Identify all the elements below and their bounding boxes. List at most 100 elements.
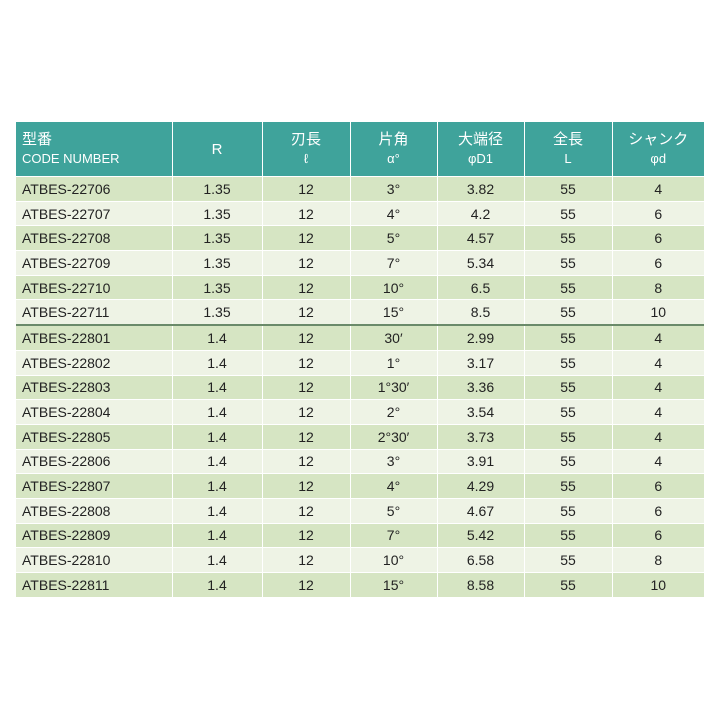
table-row: ATBES-22803 1.4 12 1°30′ 3.36 55 4 <box>16 374 704 400</box>
header-label: 片角 <box>378 131 409 148</box>
value-cell: 8 <box>611 274 704 300</box>
table-row: ATBES-22711 1.35 12 15° 8.5 55 10 <box>16 299 704 326</box>
value-cell: 2°30′ <box>349 423 437 450</box>
spec-table-wrap: 型番 CODE NUMBER R 刃長 ℓ 片角 α° 大端径 φD1 全長 L シャンク φd ATB… <box>16 122 704 597</box>
code-cell: ATBES-22811 <box>16 571 172 597</box>
value-cell: 5° <box>349 225 437 251</box>
header-cell: 全長 L <box>523 122 612 177</box>
table-row: ATBES-22801 1.4 12 30′ 2.99 55 4 <box>16 324 704 351</box>
value-cell: 2.99 <box>436 324 524 351</box>
header-cell: 大端径 φD1 <box>436 122 524 177</box>
code-cell: ATBES-22708 <box>16 225 172 251</box>
value-cell: 6.5 <box>436 274 524 300</box>
value-cell: 4° <box>349 473 437 499</box>
value-cell: 55 <box>523 324 612 351</box>
value-cell: 55 <box>523 497 612 524</box>
value-cell: 6.58 <box>436 547 524 573</box>
value-cell: 6 <box>611 225 704 251</box>
value-cell: 1.4 <box>171 324 262 351</box>
value-cell: 1.4 <box>171 497 262 524</box>
value-cell: 55 <box>523 176 612 202</box>
value-cell: 1.4 <box>171 522 262 548</box>
value-cell: 10 <box>611 571 704 597</box>
value-cell: 55 <box>523 200 612 226</box>
value-cell: 1.4 <box>171 399 262 425</box>
header-cell: シャンク φd <box>611 122 704 177</box>
header-sublabel: α° <box>387 151 400 166</box>
table-row: ATBES-22806 1.4 12 3° 3.91 55 4 <box>16 448 704 474</box>
table-row: ATBES-22811 1.4 12 15° 8.58 55 10 <box>16 571 704 597</box>
value-cell: 1°30′ <box>349 374 437 400</box>
table-row: ATBES-22709 1.35 12 7° 5.34 55 6 <box>16 250 704 276</box>
value-cell: 55 <box>523 374 612 400</box>
value-cell: 1.35 <box>171 299 262 326</box>
value-cell: 3° <box>349 176 437 202</box>
value-cell: 12 <box>261 250 350 276</box>
header-sublabel: L <box>564 151 572 166</box>
table-row: ATBES-22810 1.4 12 10° 6.58 55 8 <box>16 547 704 573</box>
value-cell: 3.54 <box>436 399 524 425</box>
value-cell: 1° <box>349 349 437 375</box>
value-cell: 55 <box>523 250 612 276</box>
value-cell: 8 <box>611 547 704 573</box>
header-row: 型番 CODE NUMBER R 刃長 ℓ 片角 α° 大端径 φD1 全長 L シャンク φd <box>16 122 704 177</box>
value-cell: 4 <box>611 448 704 474</box>
value-cell: 4 <box>611 374 704 400</box>
value-cell: 1.4 <box>171 423 262 450</box>
code-cell: ATBES-22810 <box>16 547 172 573</box>
table-body: ATBES-22706 1.35 12 3° 3.82 55 4 ATBES-22707 1.3… <box>16 176 704 597</box>
table-row: ATBES-22707 1.35 12 4° 4.2 55 6 <box>16 200 704 226</box>
value-cell: 12 <box>261 374 350 400</box>
value-cell: 6 <box>611 522 704 548</box>
header-label: 型番 <box>22 131 53 148</box>
value-cell: 4 <box>611 176 704 202</box>
value-cell: 12 <box>261 522 350 548</box>
value-cell: 55 <box>523 473 612 499</box>
table-row: ATBES-22805 1.4 12 2°30′ 3.73 55 4 <box>16 423 704 450</box>
value-cell: 5.34 <box>436 250 524 276</box>
value-cell: 55 <box>523 571 612 597</box>
code-cell: ATBES-22710 <box>16 274 172 300</box>
value-cell: 12 <box>261 497 350 524</box>
header-sublabel: φd <box>650 151 667 166</box>
value-cell: 12 <box>261 176 350 202</box>
value-cell: 55 <box>523 225 612 251</box>
header-sublabel: CODE NUMBER <box>22 151 120 166</box>
value-cell: 12 <box>261 423 350 450</box>
value-cell: 12 <box>261 200 350 226</box>
value-cell: 3.36 <box>436 374 524 400</box>
value-cell: 55 <box>523 349 612 375</box>
code-cell: ATBES-22802 <box>16 349 172 375</box>
value-cell: 4 <box>611 349 704 375</box>
value-cell: 1.4 <box>171 547 262 573</box>
code-cell: ATBES-22804 <box>16 399 172 425</box>
value-cell: 55 <box>523 399 612 425</box>
value-cell: 1.4 <box>171 473 262 499</box>
value-cell: 4.57 <box>436 225 524 251</box>
code-cell: ATBES-22805 <box>16 423 172 450</box>
header-cell: 片角 α° <box>349 122 437 177</box>
value-cell: 12 <box>261 399 350 425</box>
table-row: ATBES-22807 1.4 12 4° 4.29 55 6 <box>16 473 704 499</box>
value-cell: 2° <box>349 399 437 425</box>
code-cell: ATBES-22709 <box>16 250 172 276</box>
value-cell: 6 <box>611 497 704 524</box>
value-cell: 1.4 <box>171 374 262 400</box>
value-cell: 3.17 <box>436 349 524 375</box>
value-cell: 6 <box>611 473 704 499</box>
code-cell: ATBES-22706 <box>16 176 172 202</box>
value-cell: 4° <box>349 200 437 226</box>
value-cell: 1.4 <box>171 571 262 597</box>
table-row: ATBES-22708 1.35 12 5° 4.57 55 6 <box>16 225 704 251</box>
value-cell: 10° <box>349 547 437 573</box>
value-cell: 30′ <box>349 324 437 351</box>
value-cell: 1.35 <box>171 250 262 276</box>
code-cell: ATBES-22808 <box>16 497 172 524</box>
spec-table: 型番 CODE NUMBER R 刃長 ℓ 片角 α° 大端径 φD1 全長 L シャンク φd ATB… <box>16 122 704 597</box>
value-cell: 12 <box>261 225 350 251</box>
header-label: 全長 <box>552 131 583 148</box>
value-cell: 55 <box>523 547 612 573</box>
value-cell: 8.58 <box>436 571 524 597</box>
value-cell: 5° <box>349 497 437 524</box>
